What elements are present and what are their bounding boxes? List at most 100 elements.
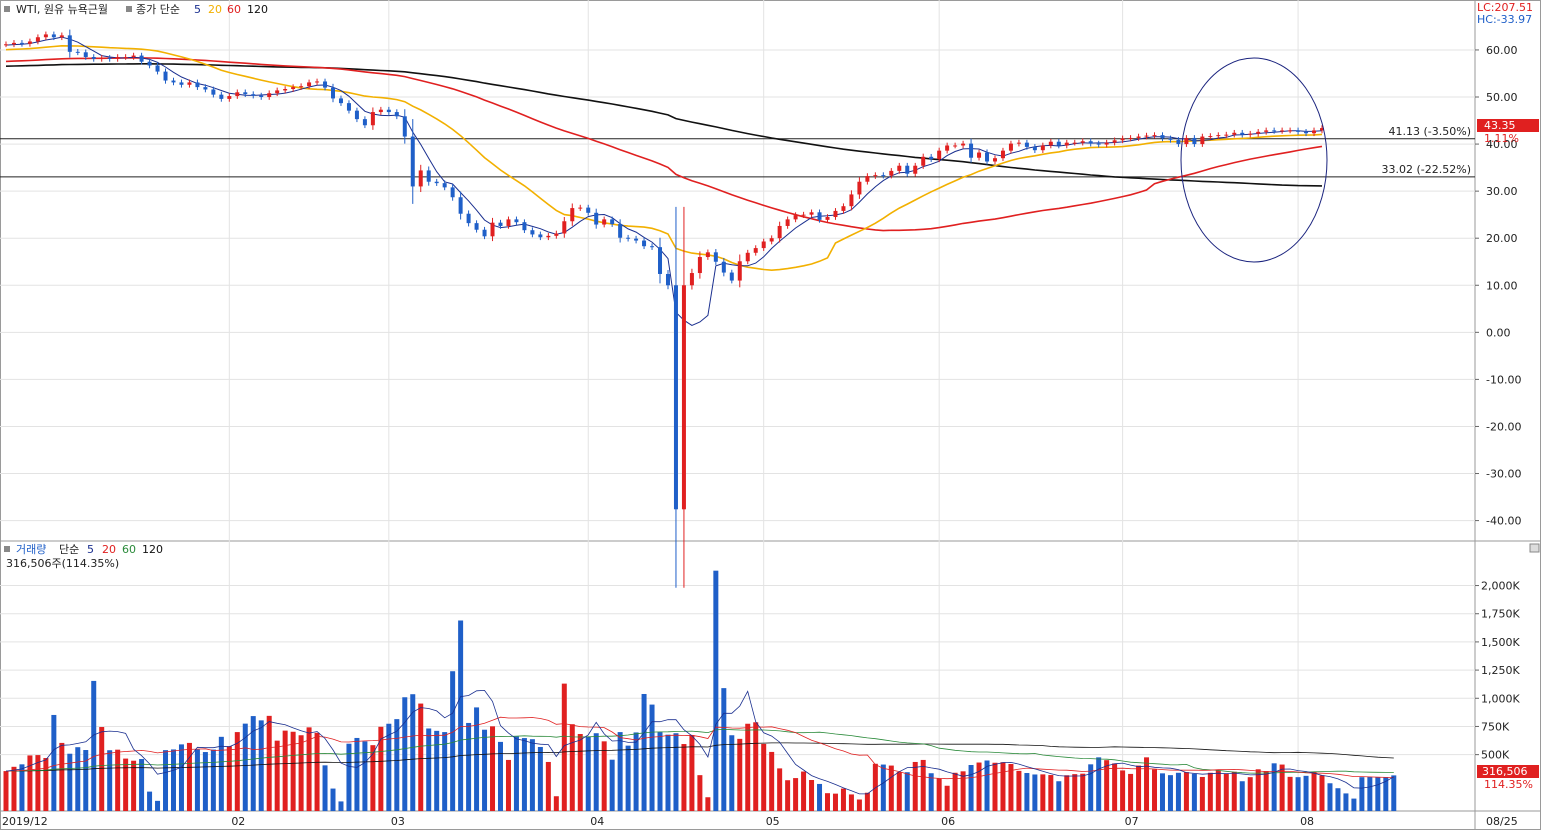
candle-body [147,61,152,66]
volume-bar [880,764,886,811]
volume-bar [497,741,503,811]
volume-bar [490,726,496,811]
price-y-tick-label: 0.00 [1486,326,1511,339]
candle-body [905,165,910,174]
volume-y-tick-label: 1,250K [1481,664,1520,677]
candle-body [275,90,280,94]
price-legend-marker-2 [126,6,132,12]
candle-body [267,93,272,98]
volume-bar [290,731,296,811]
candle-body [1304,131,1309,134]
candle-body [1072,142,1077,144]
candle-body [67,35,72,52]
candle-body [163,71,168,81]
x-tick-label: 04 [590,815,604,828]
volume-bar [1287,776,1293,811]
volume-legend-period-5: 5 [87,543,94,556]
volume-bar [186,742,192,811]
volume-bar [761,743,767,811]
x-tick-label: 07 [1125,815,1139,828]
candle-body [299,86,304,88]
volume-bar [386,723,392,811]
candle-body [1080,141,1085,143]
volume-bar [809,780,815,811]
x-tick-label: 03 [391,815,405,828]
candle-body [897,165,902,171]
candle-body [203,87,208,90]
candle-body [346,103,351,111]
volume-bar [673,733,679,811]
candle-body [578,207,583,209]
candle-body [1144,135,1149,137]
candle-body [658,247,663,274]
candle-body [1288,130,1293,132]
candle-body [1120,138,1125,141]
volume-bar [67,753,73,811]
candle-body [1032,146,1037,151]
candle-body [1136,136,1141,138]
volume-bar [952,772,958,811]
volume-bar [354,737,360,811]
candle-body [1208,136,1213,138]
volume-bar [1343,793,1349,811]
volume-bar [426,728,432,811]
candle-body [1016,142,1021,144]
volume-bar [466,722,472,811]
candle-body [91,57,96,59]
volume-bar [649,704,655,811]
candle-body [673,285,678,510]
price-y-tick-label: -20.00 [1486,420,1521,433]
volume-bar [1231,771,1237,811]
corner-hc: HC:-33.97 [1477,13,1532,26]
volume-bar [840,788,846,811]
volume-bar [665,734,671,811]
volume-bar [147,791,153,811]
candle-body [4,44,8,46]
volume-bar [753,722,759,811]
candle-body [889,170,894,176]
candle-body [1232,132,1237,135]
candle-body [801,214,806,216]
volume-bar [801,771,807,811]
volume-bar [1120,770,1126,811]
candle-body [1088,141,1093,144]
candle-body [19,42,24,44]
volume-ma-20-line [5,716,1394,780]
volume-bar [1311,771,1317,811]
candle-body [43,34,48,38]
volume-bar [617,732,623,811]
volume-bar [226,746,232,811]
volume-bar [601,741,607,811]
volume-panel-button[interactable] [1529,543,1540,553]
volume-bar [681,744,687,811]
candle-body [865,176,870,182]
candle-body [793,215,798,220]
price-legend-period-60: 60 [227,3,241,16]
candle-body [283,89,288,91]
volume-bar [505,759,511,811]
candle-body [1176,139,1181,145]
candle-body [514,219,519,223]
volume-bar [1136,765,1142,811]
candle-body [785,219,790,226]
candle-body [171,80,176,83]
volume-bar [1319,775,1325,811]
candle-body [1224,134,1229,136]
volume-bar [218,736,224,811]
volume-bar [274,740,280,811]
volume-bar [944,785,950,811]
candle-body [833,210,838,218]
volume-bar [178,744,184,811]
volume-bar [968,765,974,811]
volume-bar [450,671,456,811]
candle-body [1168,138,1173,140]
current-price-pct: 1.11% [1484,132,1519,145]
price-reference-label: 41.13 (-3.50%) [1389,125,1471,138]
candle-body [721,261,726,273]
volume-bar [1112,763,1118,811]
volume-bar [529,739,535,811]
volume-bar [83,750,89,811]
volume-bar [920,759,926,811]
volume-y-axis: 2,000K 1,750K 1,500K 1,250K 1,000K 750K 500K [1475,580,1520,762]
candle-body [1104,142,1109,145]
